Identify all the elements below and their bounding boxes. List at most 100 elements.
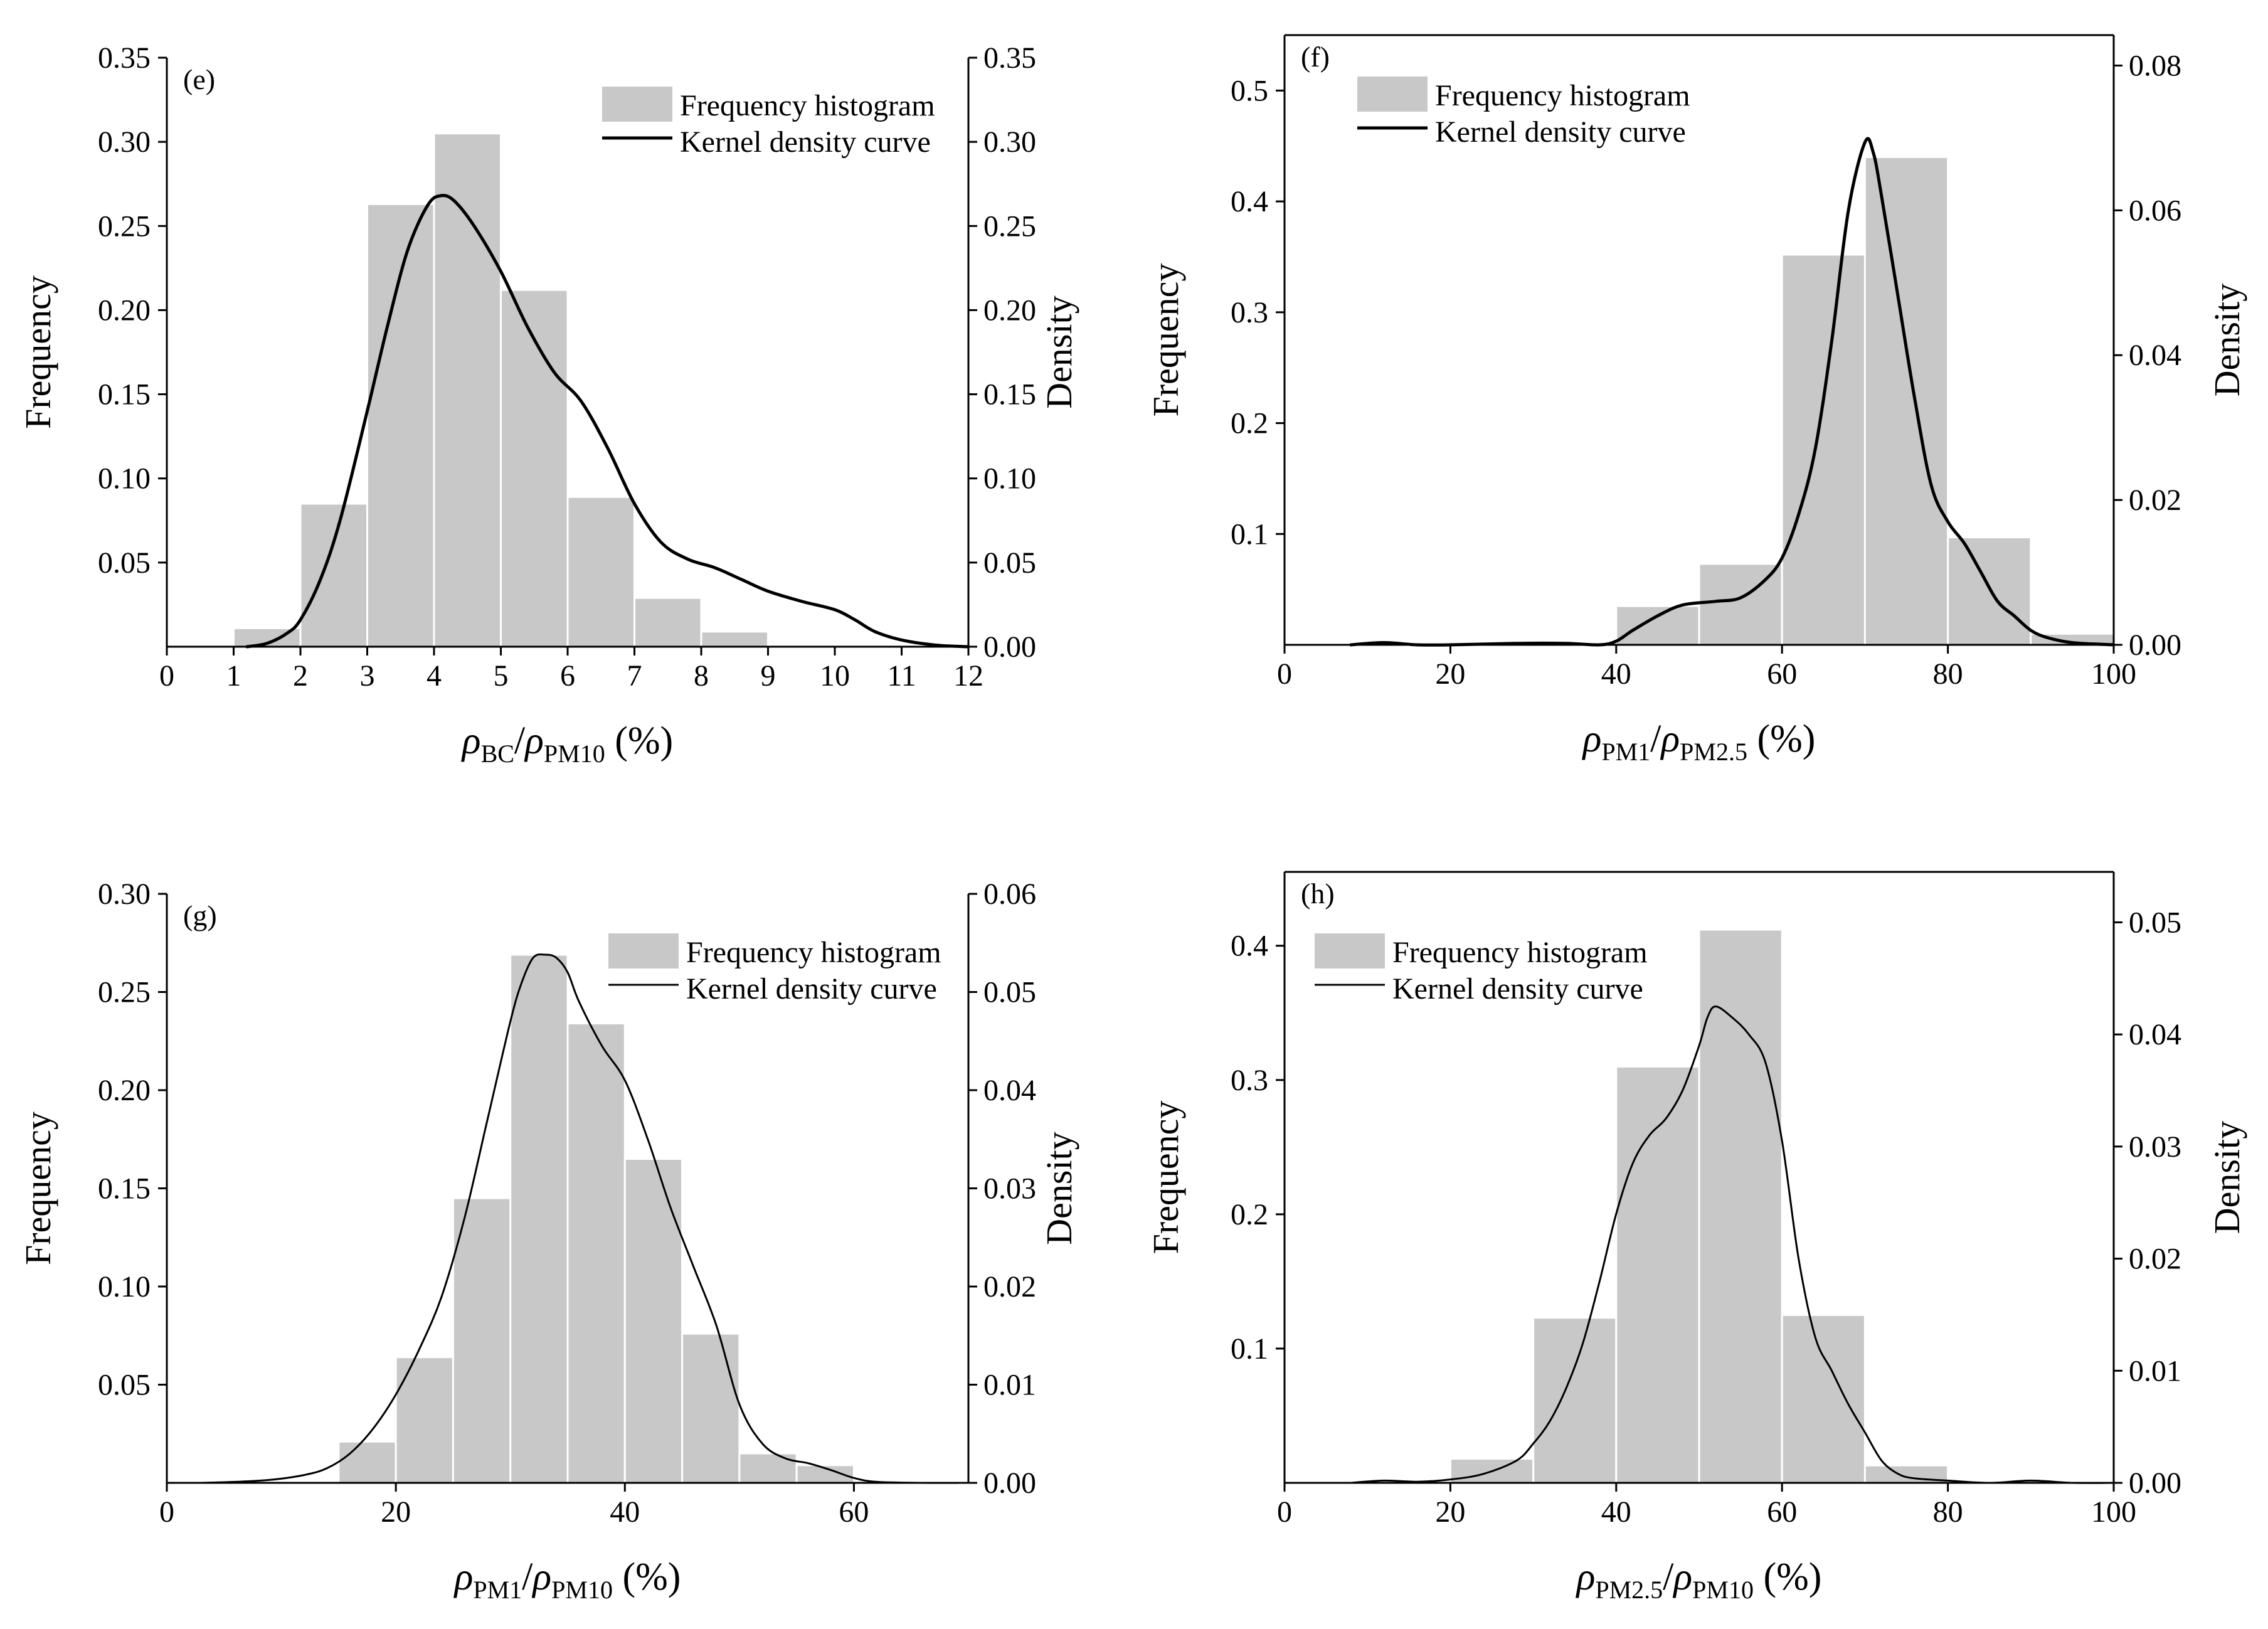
y-tick-label-e-4: 0.25 (98, 210, 151, 243)
y2-tick-label-e-2: 0.10 (983, 462, 1036, 496)
histogram-bar-e-6 (566, 496, 635, 648)
x-label-separator-f: / (1650, 718, 1661, 760)
x-tick-label-f-1: 20 (1435, 657, 1465, 691)
y2-axis-label-h: Density (2207, 1121, 2247, 1234)
y2-tick-label-e-3: 0.15 (983, 378, 1036, 411)
y2-axis-label-f: Density (2207, 284, 2247, 396)
y-tick-label-f-4: 0.5 (1231, 74, 1268, 107)
panel-label-f: (f) (1301, 41, 1330, 73)
y-tick-label-g-5: 0.30 (98, 878, 151, 911)
x-label-subscript-2-h: PM10 (1692, 1576, 1754, 1604)
histogram-bar-e-8 (700, 630, 769, 648)
histogram-bar-h-2 (1532, 1317, 1618, 1484)
x-label-subscript-2-f: PM2.5 (1680, 738, 1747, 766)
x-tick-label-h-3: 60 (1767, 1495, 1797, 1529)
y-tick-label-f-2: 0.3 (1231, 296, 1268, 329)
y2-tick-label-h-5: 0.05 (2129, 906, 2181, 939)
x-tick-label-e-10: 10 (820, 659, 850, 692)
panel-label-g: (g) (183, 899, 217, 931)
y2-axis-label-e: Density (1039, 295, 1079, 408)
x-tick-label-e-8: 8 (694, 659, 709, 692)
x-tick-label-e-11: 11 (887, 659, 916, 692)
histogram-bar-f-5 (1947, 536, 2032, 646)
y2-tick-label-g-6: 0.06 (983, 878, 1036, 911)
legend-label-histogram-e: Frequency histogram (680, 89, 935, 122)
y2-tick-label-g-2: 0.02 (983, 1270, 1036, 1303)
legend-swatch-histogram-g (608, 933, 679, 968)
y-axis-label-e: Frequency (18, 275, 58, 429)
x-tick-label-h-0: 0 (1277, 1495, 1292, 1529)
histogram-bar-g-5 (566, 1022, 626, 1484)
x-tick-label-f-0: 0 (1277, 657, 1292, 691)
kde-curve-g (200, 953, 970, 1484)
x-axis-label-f: ρPM1/ρPM2.5 (%) (1582, 718, 1816, 766)
y2-tick-label-g-0: 0.00 (983, 1467, 1036, 1500)
y-tick-label-f-0: 0.1 (1231, 517, 1268, 551)
x-label-subscript-1-h: PM2.5 (1595, 1576, 1663, 1604)
legend-label-histogram-f: Frequency histogram (1435, 79, 1690, 112)
x-label-subscript-1-f: PM1 (1601, 738, 1650, 766)
y-tick-label-e-6: 0.35 (98, 41, 151, 75)
x-tick-label-h-1: 20 (1435, 1495, 1465, 1529)
legend-swatch-histogram-f (1357, 77, 1428, 112)
x-label-unit-g: (%) (613, 1556, 681, 1598)
x-axis-label-h: ρPM2.5/ρPM10 (%) (1576, 1556, 1822, 1604)
y-tick-label-g-2: 0.15 (98, 1172, 151, 1206)
y-axis-label-g: Frequency (18, 1112, 58, 1265)
x-label-subscript-1-g: PM1 (473, 1576, 522, 1604)
x-tick-label-f-5: 100 (2091, 657, 2136, 691)
x-label-separator-h: / (1663, 1556, 1674, 1598)
histogram-bar-g-3 (452, 1197, 512, 1484)
x-tick-label-g-2: 40 (610, 1495, 640, 1529)
kde-curve-e (245, 194, 970, 649)
x-tick-label-h-4: 80 (1933, 1495, 1963, 1529)
y2-tick-label-e-6: 0.30 (983, 125, 1036, 159)
x-label-unit-f: (%) (1747, 718, 1815, 760)
panel-label-h: (h) (1301, 878, 1335, 910)
legend-label-histogram-g: Frequency histogram (686, 936, 941, 969)
y-tick-label-e-1: 0.10 (98, 462, 151, 496)
y-tick-label-g-4: 0.25 (98, 976, 151, 1009)
histogram-bar-f-4 (1863, 156, 1949, 646)
y2-tick-label-g-1: 0.01 (983, 1369, 1036, 1402)
y2-tick-label-f-0: 0.00 (2129, 629, 2181, 662)
histogram-bar-e-5 (500, 289, 569, 648)
y-tick-label-h-0: 0.1 (1231, 1332, 1268, 1366)
x-tick-label-e-6: 6 (560, 659, 575, 692)
y-tick-label-h-1: 0.2 (1231, 1198, 1268, 1231)
histogram-bar-h-3 (1615, 1065, 1700, 1484)
histogram-bar-g-6 (623, 1158, 684, 1484)
histogram-bar-g-7 (681, 1332, 741, 1484)
y-axis-label-f: Frequency (1145, 263, 1186, 417)
x-label-unit-e: (%) (605, 719, 673, 762)
histogram-bar-e-2 (299, 502, 368, 648)
x-axis-label-e: ρBC/ρPM10 (%) (461, 719, 673, 768)
y-axis-label-h: Frequency (1145, 1101, 1186, 1255)
y2-tick-label-e-5: 0.25 (983, 210, 1036, 243)
x-tick-label-f-4: 80 (1933, 657, 1963, 691)
x-tick-label-e-9: 9 (761, 659, 776, 692)
kde-curve-h (1350, 1006, 2115, 1484)
histogram-bar-g-8 (738, 1452, 798, 1484)
x-label-symbol-1-h: ρ (1576, 1556, 1596, 1598)
y2-tick-label-e-1: 0.05 (983, 546, 1036, 580)
x-label-symbol-1-e: ρ (461, 719, 481, 762)
panel-g: 0 20 40 60 0.05 0.10 0.15 0.20 0.25 0.30 0.00 0.01 0… (18, 878, 1079, 1604)
panel-e: 0 1 2 3 4 5 6 7 8 9 10 11 120.050.100.150.200.250.30… (18, 41, 1079, 768)
y-tick-label-e-0: 0.05 (98, 546, 151, 580)
x-tick-label-e-4: 4 (427, 659, 442, 692)
y-tick-label-h-3: 0.4 (1231, 930, 1268, 963)
y2-tick-label-g-3: 0.03 (983, 1172, 1036, 1206)
y2-tick-label-g-5: 0.05 (983, 976, 1036, 1009)
y-tick-label-f-1: 0.2 (1231, 407, 1268, 440)
y2-tick-label-e-4: 0.20 (983, 294, 1036, 327)
panel-f: 0 20 40 60 80 100 0.1 0.2 0.3 0.4 0.5 0.00 0.02 0.04 0… (1145, 34, 2247, 766)
y2-tick-label-g-4: 0.04 (983, 1074, 1036, 1107)
histogram-bar-f-3 (1781, 253, 1866, 646)
y-tick-label-g-0: 0.05 (98, 1369, 151, 1402)
histogram-bar-h-5 (1781, 1313, 1866, 1484)
